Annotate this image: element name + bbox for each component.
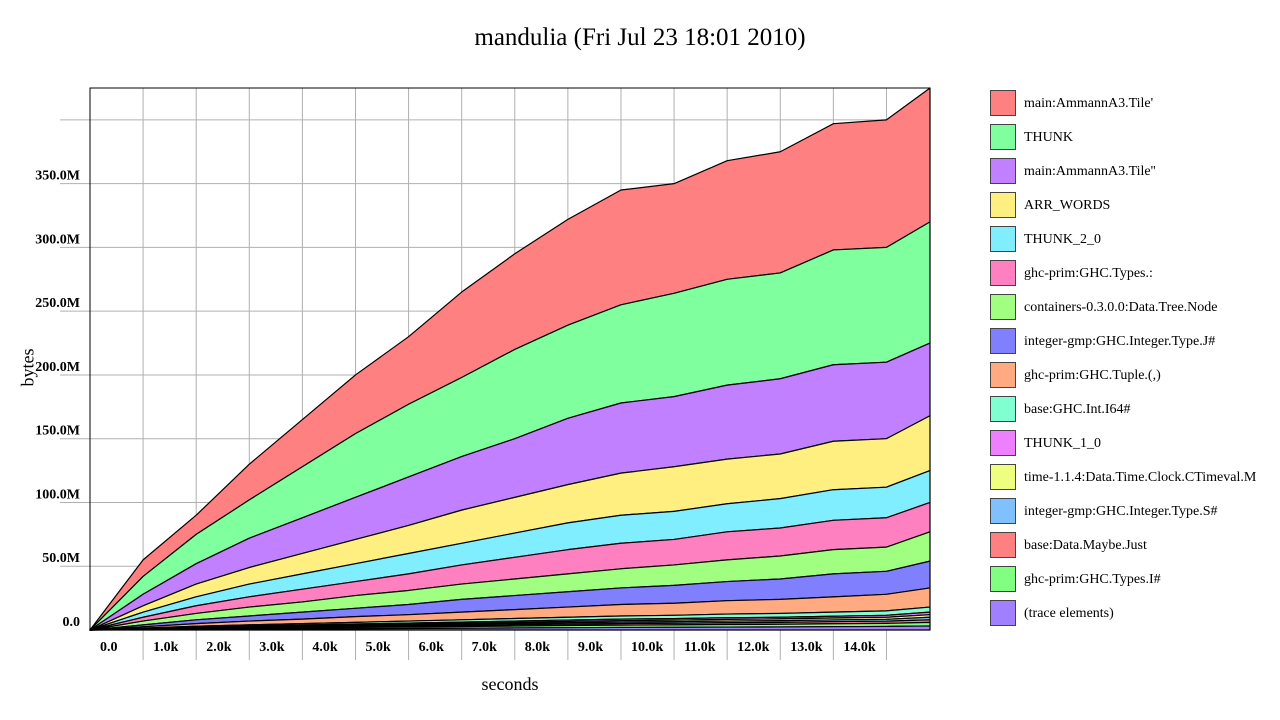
y-tick-label: 100.0M <box>35 487 80 502</box>
legend-label: (trace elements) <box>1024 606 1114 621</box>
x-tick-label: 0.0 <box>100 640 118 655</box>
y-tick-label: 50.0M <box>42 551 80 566</box>
legend-swatch <box>990 260 1016 286</box>
legend-label: main:AmmannA3.Tile' <box>1024 96 1154 111</box>
legend-swatch <box>990 430 1016 456</box>
legend-label: base:GHC.Int.I64# <box>1024 402 1131 417</box>
legend-label: integer-gmp:GHC.Integer.Type.S# <box>1024 504 1218 519</box>
x-tick-label: 13.0k <box>790 640 823 655</box>
legend-label: containers-0.3.0.0:Data.Tree.Node <box>1024 300 1218 315</box>
y-axis-label: bytes <box>17 348 38 387</box>
legend-label: ghc-prim:GHC.Types.: <box>1024 266 1153 281</box>
legend-label: ARR_WORDS <box>1024 198 1111 213</box>
legend-label: THUNK_2_0 <box>1024 232 1101 247</box>
legend-item: main:AmmannA3.Tile' <box>990 90 1280 118</box>
legend-swatch <box>990 90 1016 116</box>
legend-label: ghc-prim:GHC.Types.I# <box>1024 572 1161 587</box>
x-tick-label: 14.0k <box>843 640 876 655</box>
legend-swatch <box>990 566 1016 592</box>
plot-frame <box>89 87 931 631</box>
legend-item: time-1.1.4:Data.Time.Clock.CTimeval.M <box>990 464 1280 492</box>
legend-label: main:AmmannA3.Tile'' <box>1024 164 1156 179</box>
legend-swatch <box>990 464 1016 490</box>
legend-label: THUNK_1_0 <box>1024 436 1101 451</box>
x-tick-label: 12.0k <box>737 640 770 655</box>
legend-swatch <box>990 294 1016 320</box>
chart-title: mandulia (Fri Jul 23 18:01 2010) <box>474 24 806 51</box>
legend-swatch <box>990 226 1016 252</box>
legend-swatch <box>990 328 1016 354</box>
legend-swatch <box>990 158 1016 184</box>
y-tick-label: 0.0 <box>63 615 81 630</box>
y-tick-label: 350.0M <box>35 169 80 184</box>
legend-item: THUNK_1_0 <box>990 430 1280 458</box>
legend-item: base:GHC.Int.I64# <box>990 396 1280 424</box>
x-tick-label: 6.0k <box>419 640 445 655</box>
y-tick-label: 150.0M <box>35 424 80 439</box>
legend-item: integer-gmp:GHC.Integer.Type.J# <box>990 328 1280 356</box>
legend-item: (trace elements) <box>990 600 1280 628</box>
x-tick-label: 3.0k <box>259 640 285 655</box>
legend-label: base:Data.Maybe.Just <box>1024 538 1147 553</box>
x-tick-label: 11.0k <box>684 640 716 655</box>
legend-swatch <box>990 600 1016 626</box>
legend-label: THUNK <box>1024 130 1073 145</box>
x-tick-label: 10.0k <box>631 640 664 655</box>
legend-swatch <box>990 124 1016 150</box>
x-tick-label: 4.0k <box>312 640 338 655</box>
x-tick-label: 8.0k <box>525 640 551 655</box>
legend-item: integer-gmp:GHC.Integer.Type.S# <box>990 498 1280 526</box>
legend-item: ghc-prim:GHC.Types.I# <box>990 566 1280 594</box>
legend-swatch <box>990 532 1016 558</box>
legend-swatch <box>990 396 1016 422</box>
x-tick-label: 9.0k <box>578 640 604 655</box>
legend-swatch <box>990 192 1016 218</box>
x-tick-label: 2.0k <box>206 640 232 655</box>
x-tick-label: 7.0k <box>472 640 498 655</box>
y-tick-label: 250.0M <box>35 296 80 311</box>
legend-item: main:AmmannA3.Tile'' <box>990 158 1280 186</box>
legend-label: integer-gmp:GHC.Integer.Type.J# <box>1024 334 1216 349</box>
legend-item: ARR_WORDS <box>990 192 1280 220</box>
legend-swatch <box>990 498 1016 524</box>
y-tick-label: 200.0M <box>35 360 80 375</box>
x-axis-label: seconds <box>481 674 539 694</box>
legend-item: ghc-prim:GHC.Tuple.(,) <box>990 362 1280 390</box>
legend-item: THUNK_2_0 <box>990 226 1280 254</box>
legend-item: THUNK <box>990 124 1280 152</box>
legend-label: time-1.1.4:Data.Time.Clock.CTimeval.M <box>1024 470 1257 485</box>
legend-swatch <box>990 362 1016 388</box>
legend-item: ghc-prim:GHC.Types.: <box>990 260 1280 288</box>
legend-label: ghc-prim:GHC.Tuple.(,) <box>1024 368 1161 383</box>
x-tick-label: 5.0k <box>365 640 391 655</box>
x-tick-label: 1.0k <box>153 640 179 655</box>
y-tick-label: 300.0M <box>35 232 80 247</box>
legend-item: base:Data.Maybe.Just <box>990 532 1280 560</box>
legend-item: containers-0.3.0.0:Data.Tree.Node <box>990 294 1280 322</box>
